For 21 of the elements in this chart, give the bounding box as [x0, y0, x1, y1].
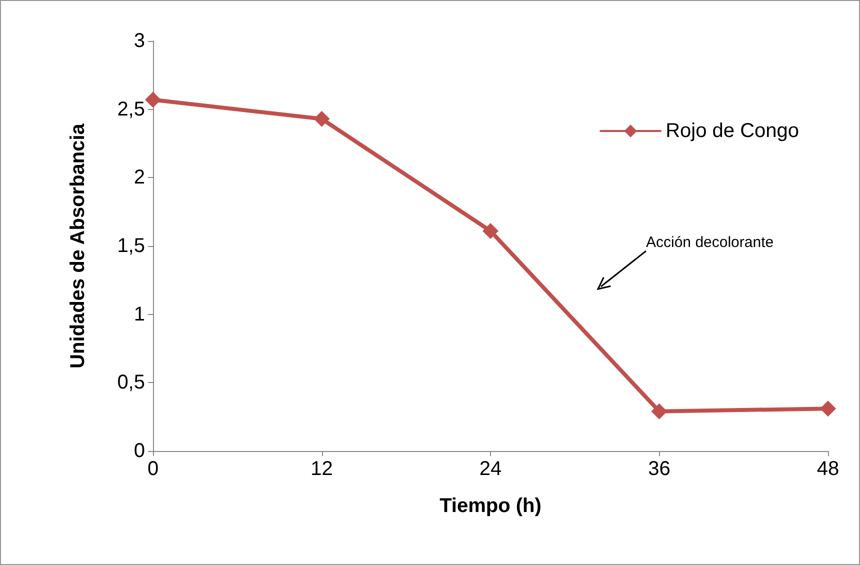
x-tick-label: 48: [816, 458, 840, 480]
point: [820, 400, 836, 417]
x-tick-label: 24: [479, 458, 502, 480]
point: [145, 92, 161, 108]
y-axis-title: Unidades de Absorbancia: [67, 122, 89, 368]
y-tick-label: 3: [134, 30, 145, 52]
x-axis-title: Tiempo (h): [440, 495, 542, 517]
x-tick-label: 36: [648, 458, 670, 480]
y-tick-label: 0: [134, 440, 145, 462]
y-tick-label: 1,5: [117, 235, 145, 257]
y-tick-label: 2: [134, 166, 145, 189]
point: [482, 222, 498, 239]
point: [651, 403, 668, 420]
legend-label: Rojo de Congo: [666, 120, 800, 142]
point: [314, 110, 330, 127]
y-tick-label: 0,5: [117, 372, 145, 394]
x-tick-label: 12: [310, 458, 333, 480]
y-tick-label: 2,5: [117, 98, 145, 120]
y-tick-label: 1: [134, 303, 145, 326]
annotation: Acción decolorante: [646, 234, 774, 251]
x-tick-label: 0: [147, 458, 159, 480]
